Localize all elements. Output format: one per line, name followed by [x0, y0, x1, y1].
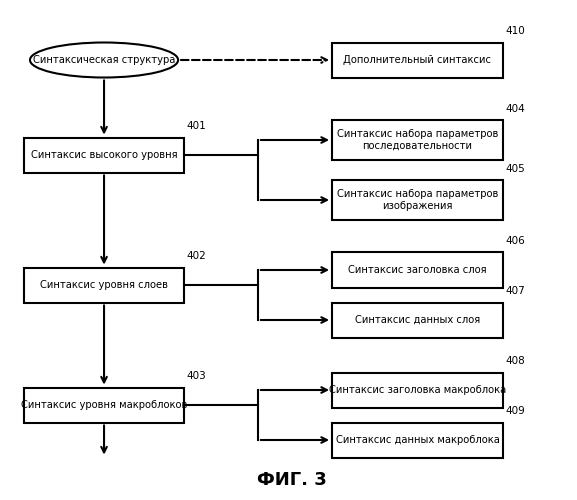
Text: Синтаксис заголовка слоя: Синтаксис заголовка слоя	[348, 265, 487, 275]
FancyBboxPatch shape	[24, 388, 184, 422]
Text: Синтаксис набора параметров
изображения: Синтаксис набора параметров изображения	[337, 189, 498, 211]
Text: Синтаксис данных макроблока: Синтаксис данных макроблока	[335, 435, 499, 445]
Text: Синтаксис высокого уровня: Синтаксис высокого уровня	[31, 150, 177, 160]
Text: Синтаксис уровня слоев: Синтаксис уровня слоев	[40, 280, 168, 290]
Text: 410: 410	[506, 26, 526, 36]
Text: 408: 408	[506, 356, 526, 366]
Text: 403: 403	[187, 371, 207, 381]
Text: 409: 409	[506, 406, 526, 416]
Text: Синтаксис заголовка макроблока: Синтаксис заголовка макроблока	[329, 385, 506, 395]
Text: 407: 407	[506, 286, 526, 296]
FancyBboxPatch shape	[332, 372, 503, 408]
Ellipse shape	[30, 42, 178, 78]
Text: 405: 405	[506, 164, 526, 173]
Text: Синтаксис уровня макроблоков: Синтаксис уровня макроблоков	[21, 400, 187, 410]
Text: ФИГ. 3: ФИГ. 3	[257, 471, 327, 489]
FancyBboxPatch shape	[24, 138, 184, 172]
Text: 401: 401	[187, 121, 207, 131]
Text: 406: 406	[506, 236, 526, 246]
FancyBboxPatch shape	[332, 120, 503, 160]
Text: Синтаксис набора параметров
последовательности: Синтаксис набора параметров последовател…	[337, 129, 498, 151]
Text: 402: 402	[187, 251, 207, 261]
Text: Синтаксическая структура: Синтаксическая структура	[33, 55, 175, 65]
Text: Дополнительный синтаксис: Дополнительный синтаксис	[343, 55, 492, 65]
Text: Синтаксис данных слоя: Синтаксис данных слоя	[355, 315, 480, 325]
FancyBboxPatch shape	[332, 252, 503, 288]
FancyBboxPatch shape	[332, 422, 503, 458]
Text: 404: 404	[506, 104, 526, 114]
FancyBboxPatch shape	[332, 42, 503, 78]
FancyBboxPatch shape	[24, 268, 184, 302]
FancyBboxPatch shape	[332, 180, 503, 220]
FancyBboxPatch shape	[332, 302, 503, 338]
